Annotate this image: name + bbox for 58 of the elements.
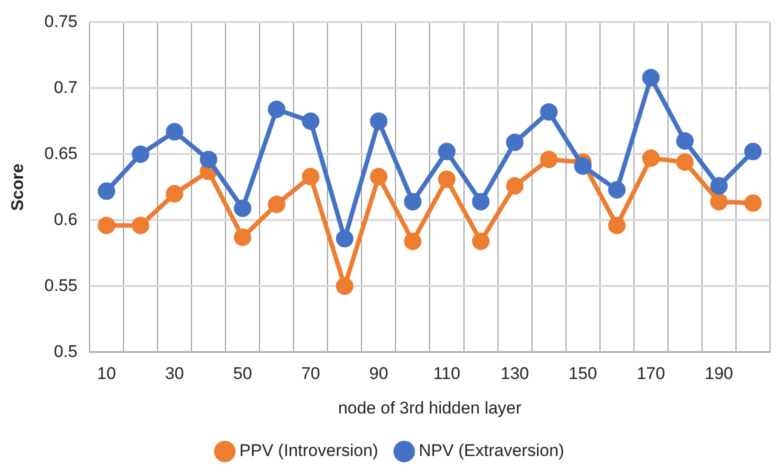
point xyxy=(268,100,286,118)
point xyxy=(744,142,762,160)
point xyxy=(132,145,150,163)
point xyxy=(404,232,422,250)
y-tick-label: 0.7 xyxy=(54,78,78,97)
point xyxy=(98,216,116,234)
x-tick-label: 130 xyxy=(500,364,529,384)
point xyxy=(234,228,252,246)
y-axis-title: Score xyxy=(8,164,27,211)
point xyxy=(132,216,150,234)
point xyxy=(744,194,762,212)
point xyxy=(710,177,728,195)
point xyxy=(302,112,320,130)
y-tick-label: 0.65 xyxy=(44,144,78,163)
x-tick-label: 90 xyxy=(369,364,388,384)
point xyxy=(472,232,490,250)
legend-label: NPV (Extraversion) xyxy=(418,441,564,460)
point xyxy=(234,200,252,218)
x-tick-label: 70 xyxy=(301,364,320,384)
x-axis-title: node of 3rd hidden layer xyxy=(338,398,522,418)
point xyxy=(574,157,592,175)
point xyxy=(268,196,286,214)
x-tick-label: 110 xyxy=(433,364,460,384)
point xyxy=(472,192,490,210)
y-tick-label: 0.55 xyxy=(44,276,78,295)
x-tick-label: 50 xyxy=(233,364,252,384)
point xyxy=(642,68,660,86)
x-tick-label: 10 xyxy=(97,364,116,384)
point xyxy=(166,123,184,141)
x-tick-label: 190 xyxy=(704,364,734,384)
point xyxy=(540,103,558,121)
y-tick-label: 0.75 xyxy=(44,12,78,31)
point xyxy=(336,230,354,248)
point xyxy=(438,142,456,160)
point xyxy=(98,182,116,200)
point xyxy=(370,112,388,130)
point xyxy=(166,185,184,203)
point xyxy=(506,134,524,152)
point xyxy=(676,132,694,150)
point xyxy=(506,177,524,195)
point xyxy=(200,150,218,168)
point xyxy=(336,277,354,295)
point xyxy=(370,168,388,186)
point xyxy=(438,170,456,188)
point xyxy=(676,153,694,171)
x-tick-label: 170 xyxy=(636,364,666,384)
point xyxy=(710,192,728,210)
point xyxy=(642,149,660,167)
x-tick-label: 150 xyxy=(568,364,598,384)
y-tick-label: 0.5 xyxy=(54,342,78,361)
legend-label: PPV (Introversion) xyxy=(239,441,378,460)
point xyxy=(540,150,558,168)
x-tick-label: 30 xyxy=(165,364,184,384)
point xyxy=(302,168,320,186)
point xyxy=(404,192,422,210)
point xyxy=(608,216,626,234)
point xyxy=(608,181,626,199)
y-tick-label: 0.6 xyxy=(54,210,78,229)
